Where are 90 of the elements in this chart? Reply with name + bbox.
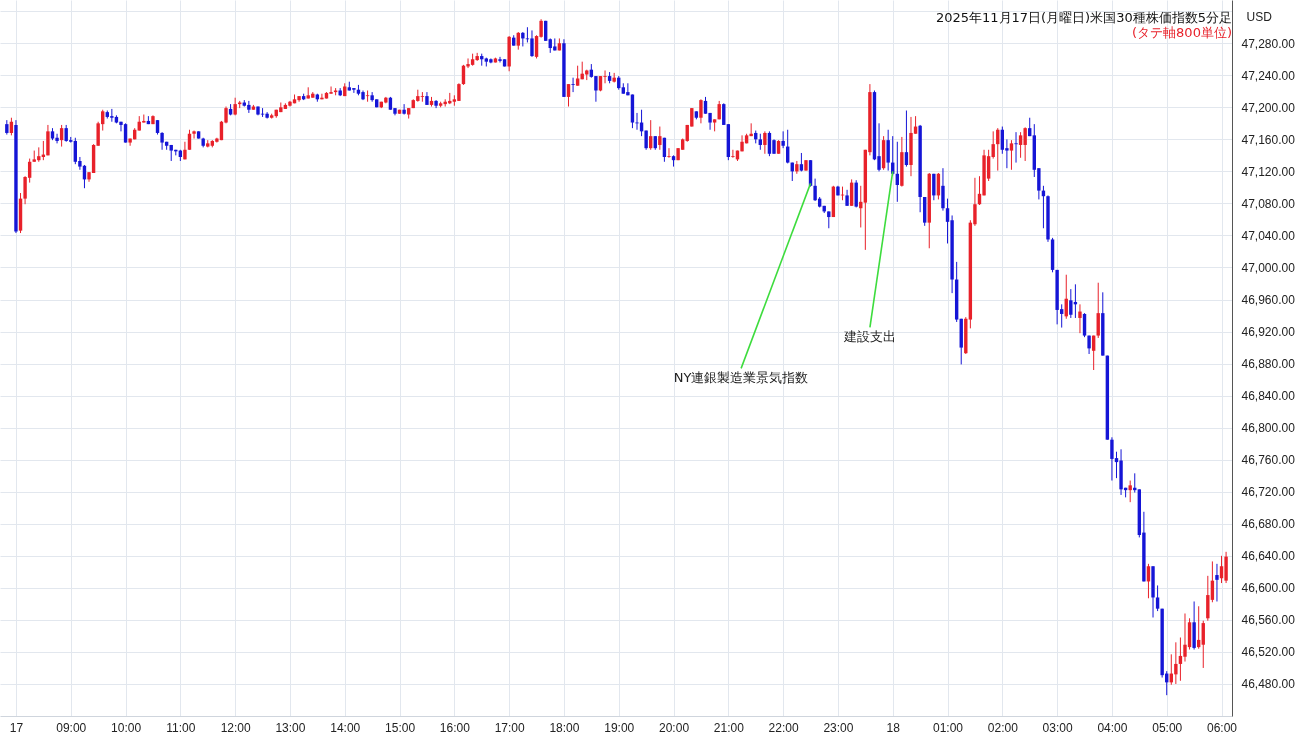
annotation: NY連銀製造業景気指数 xyxy=(673,370,809,386)
candlestick xyxy=(352,87,356,94)
candlestick xyxy=(571,77,575,93)
x-tick-label: 18 xyxy=(886,720,901,735)
y-tick-label: 46,720.00 xyxy=(1241,485,1296,500)
x-tick-label: 11:00 xyxy=(166,720,196,735)
y-tick-label: 46,560.00 xyxy=(1241,613,1296,628)
candlestick xyxy=(1096,282,1100,339)
candlestick xyxy=(1078,303,1082,334)
candlestick xyxy=(123,122,128,144)
x-tick-label: 09:00 xyxy=(56,720,87,735)
candlestick xyxy=(402,103,406,116)
candlestick xyxy=(1018,131,1023,159)
x-tick-label: 04:00 xyxy=(1097,720,1128,735)
x-tick-label: 14:00 xyxy=(330,720,361,735)
candlestick xyxy=(420,91,425,103)
candlestick xyxy=(1206,575,1210,622)
x-tick-label: 02:00 xyxy=(987,720,1019,735)
candlestick xyxy=(658,126,662,151)
x-tick-label: 10:00 xyxy=(111,720,142,735)
x-tick-label: 19:00 xyxy=(604,720,635,735)
text: 2025年11月17日(月曜日)米国30種株価指数5分足 xyxy=(935,10,1232,25)
candlestick xyxy=(1215,563,1219,602)
x-tick-label: 17 xyxy=(9,720,24,735)
candlestick xyxy=(941,167,945,212)
y-tick-label: 46,600.00 xyxy=(1241,581,1296,596)
y-tick-label: 46,480.00 xyxy=(1241,677,1296,692)
y-tick-label: 46,800.00 xyxy=(1241,421,1296,436)
text: (タテ軸800単位) xyxy=(1132,25,1232,40)
candlestick xyxy=(1155,584,1160,612)
y-tick-label: 46,760.00 xyxy=(1241,453,1296,468)
x-tick-label: 18:00 xyxy=(549,720,580,735)
y-tick-label: 46,680.00 xyxy=(1241,517,1296,532)
candlestick xyxy=(763,130,767,155)
candlestick xyxy=(1174,641,1178,685)
annotation: 建設支出 xyxy=(842,329,896,345)
candlestick xyxy=(329,86,333,95)
candlestick xyxy=(1128,480,1132,503)
y-tick-label: 47,080.00 xyxy=(1241,196,1296,211)
candlestick xyxy=(699,98,703,124)
x-tick-label: 20:00 xyxy=(659,720,690,735)
x-tick-label: 01:00 xyxy=(933,720,964,735)
candlestick xyxy=(781,130,785,149)
candlestick xyxy=(370,91,374,103)
y-tick-label: 47,280.00 xyxy=(1241,36,1296,51)
candlestick xyxy=(110,108,114,123)
x-tick-label: 22:00 xyxy=(768,720,799,735)
x-tick-label: 12:00 xyxy=(220,720,251,735)
candlestick xyxy=(1014,131,1018,164)
y-tick-label: 46,920.00 xyxy=(1241,325,1296,340)
x-tick-label: 13:00 xyxy=(275,720,306,735)
candlestick xyxy=(247,100,251,114)
y-tick-label: 47,000.00 xyxy=(1241,261,1296,275)
x-tick-label: 17:00 xyxy=(494,720,525,735)
y-tick-label: 47,160.00 xyxy=(1241,132,1296,147)
candlestick xyxy=(886,129,890,172)
candlestick xyxy=(498,56,502,63)
candlestick xyxy=(932,173,936,201)
x-tick-label: 06:00 xyxy=(1207,720,1238,735)
candlestick xyxy=(530,29,534,58)
candlestick xyxy=(626,82,630,96)
y-tick-label: 46,960.00 xyxy=(1241,293,1296,308)
x-tick-label: 21:00 xyxy=(713,720,745,735)
candlestick xyxy=(575,65,580,87)
candlestick xyxy=(1069,288,1073,319)
candlestick xyxy=(466,57,470,69)
x-tick-label: 03:00 xyxy=(1042,720,1073,735)
y-tick-label: 46,520.00 xyxy=(1241,645,1296,660)
x-tick-label: 05:00 xyxy=(1152,720,1183,735)
y-axis-title: USD xyxy=(1246,9,1273,24)
x-tick-label: 16:00 xyxy=(439,720,471,735)
x-tick-label: 15:00 xyxy=(385,720,416,735)
y-tick-label: 46,880.00 xyxy=(1241,357,1296,372)
candlestick xyxy=(731,149,735,159)
x-tick-label: 23:00 xyxy=(823,720,854,735)
candlestick xyxy=(265,111,269,120)
candlestick xyxy=(667,147,671,159)
candlestick xyxy=(1110,436,1114,482)
candlestick xyxy=(365,90,370,103)
candlestick xyxy=(55,133,59,144)
y-tick-label: 47,240.00 xyxy=(1241,68,1296,83)
candlestick xyxy=(1183,612,1187,663)
candlestick xyxy=(1009,139,1014,171)
y-tick-label: 47,200.00 xyxy=(1241,100,1296,115)
y-tick-label: 46,840.00 xyxy=(1241,389,1296,404)
candlestick xyxy=(1023,126,1027,162)
y-tick-label: 47,120.00 xyxy=(1241,164,1296,179)
candlestick xyxy=(192,130,196,140)
y-tick-label: 46,640.00 xyxy=(1241,549,1296,564)
y-tick-label: 47,040.00 xyxy=(1241,228,1296,243)
